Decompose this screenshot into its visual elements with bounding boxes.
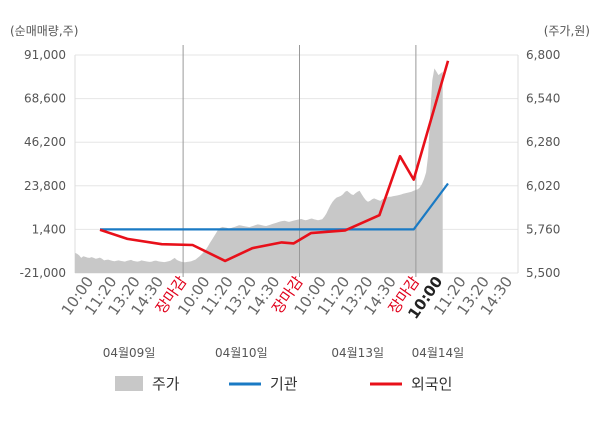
right-axis-unit: (주가,원) <box>544 24 590 38</box>
date-label: 04월14일 <box>412 346 465 360</box>
legend-price-swatch <box>115 376 143 391</box>
left-axis-ticks: 91,000 68,600 46,200 23,800 1,400 -21,000 <box>20 48 66 280</box>
left-tick-label: 1,400 <box>32 222 66 236</box>
legend-foreign-label: 외국인 <box>411 375 452 393</box>
left-tick-label: -21,000 <box>20 266 66 280</box>
institution-line-series <box>100 182 449 231</box>
left-tick-label: 91,000 <box>24 48 66 62</box>
right-tick-label: 6,280 <box>526 135 560 149</box>
x-axis-ticks: 10:0011:2013:2014:30장마감10:0011:2013:2014… <box>58 273 517 323</box>
legend: 주가 기관 외국인 <box>115 375 452 393</box>
left-tick-label: 46,200 <box>24 135 66 149</box>
foreign-line-series <box>99 60 450 263</box>
legend-price-label: 주가 <box>152 375 180 393</box>
left-tick-label: 68,600 <box>24 92 66 106</box>
legend-institution-label: 기관 <box>270 375 298 393</box>
date-label: 04월13일 <box>331 346 384 360</box>
right-tick-label: 5,760 <box>526 222 560 236</box>
right-axis-ticks: 6,800 6,540 6,280 6,020 5,760 5,500 <box>526 48 560 280</box>
left-axis-unit: (순매매량,주) <box>10 24 78 38</box>
date-labels: 04월09일 04월10일 04월13일 04월14일 <box>103 346 464 360</box>
date-label: 04월09일 <box>103 346 156 360</box>
right-tick-label: 5,500 <box>526 266 560 280</box>
price-area-series <box>75 68 443 274</box>
day-dividers <box>182 45 417 277</box>
right-tick-label: 6,020 <box>526 179 560 193</box>
date-label: 04월10일 <box>215 346 268 360</box>
right-tick-label: 6,540 <box>526 92 560 106</box>
right-tick-label: 6,800 <box>526 48 560 62</box>
left-tick-label: 23,800 <box>24 179 66 193</box>
